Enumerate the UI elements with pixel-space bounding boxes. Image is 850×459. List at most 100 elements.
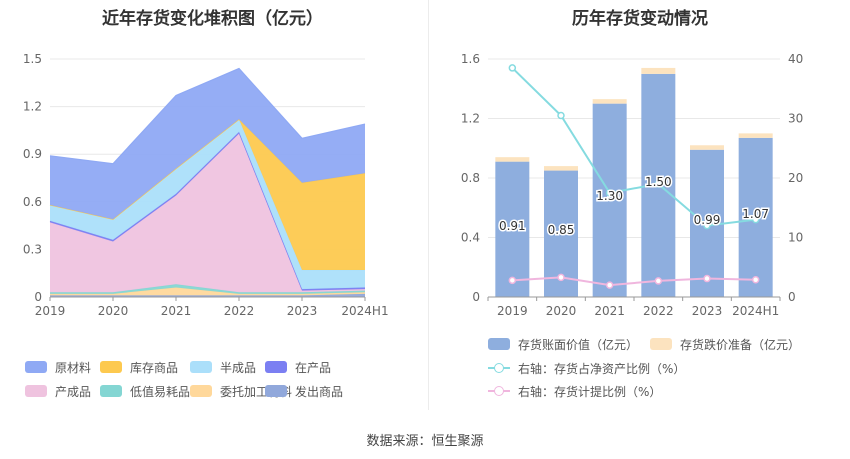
legend-item[interactable]: 原材料 <box>25 359 91 375</box>
legend-label: 原材料 <box>55 360 92 375</box>
area-series-原材料 <box>50 68 365 220</box>
left-chart-title: 近年存货变化堆积图（亿元） <box>102 9 323 29</box>
bar-value-label: 1.30 <box>596 189 623 203</box>
legend-swatch <box>488 362 510 374</box>
x-tick-label: 2020 <box>546 304 577 318</box>
legend-label: 在产品 <box>295 360 332 375</box>
y-tick-label: 1.6 <box>461 52 480 66</box>
y2-tick-label: 30 <box>788 112 803 126</box>
point-provision-ratio <box>605 281 614 289</box>
point-net-asset-ratio <box>703 221 711 230</box>
bar-impairment-reserve <box>641 67 676 74</box>
x-tick-label: 2024H1 <box>732 304 779 318</box>
point-provision-ratio <box>557 273 565 282</box>
y-tick-label: 1.5 <box>23 52 42 66</box>
legend-label: 低值易耗品 <box>130 384 191 399</box>
y-tick-label: 1.2 <box>461 112 480 126</box>
x-tick-label: 2024H1 <box>341 304 388 318</box>
legend-item[interactable]: 发出商品 <box>265 383 343 399</box>
legend-swatch <box>488 385 510 397</box>
legend-label: 库存商品 <box>130 360 179 375</box>
point-net-asset-ratio <box>605 189 614 197</box>
bar-value-label: 0.99 <box>694 213 721 227</box>
y-tick-label: 1.2 <box>23 100 42 114</box>
y-tick-label: 0.8 <box>461 171 480 185</box>
legend-swatch <box>100 361 122 373</box>
legend-swatch <box>650 338 672 350</box>
area-edge-委托加工材料 <box>50 286 366 295</box>
legend-swatch <box>25 361 47 373</box>
panel-divider <box>428 0 429 410</box>
bar-impairment-reserve <box>592 99 627 104</box>
bar-value-label: 0.91 <box>499 219 526 233</box>
stacked-area-chart: 0 0.3 0.6 0.9 1.2 1.5 2019 2020 2021 2022 2023 2024… <box>23 52 389 318</box>
bar-impairment-reserve <box>690 145 724 150</box>
legend-swatch <box>100 385 122 397</box>
y2-tick-label: 10 <box>788 231 803 245</box>
y-tick-label: 0.4 <box>461 231 480 245</box>
area-series-委托加工材料 <box>50 287 365 296</box>
legend-label: 产成品 <box>55 384 92 399</box>
legend-item[interactable]: 在产品 <box>265 359 331 375</box>
legend-item[interactable]: 右轴：存货占净资产比例（%） <box>488 360 685 376</box>
legend-swatch <box>190 361 212 373</box>
point-provision-ratio <box>508 276 517 285</box>
legend-item[interactable]: 库存商品 <box>100 359 178 375</box>
area-series-低值易耗品 <box>50 284 365 294</box>
legend-swatch <box>488 338 510 350</box>
area-series-半成品 <box>50 119 365 290</box>
legend-item[interactable]: 半成品 <box>190 359 256 375</box>
legend-item[interactable]: 存货跌价准备（亿元） <box>650 336 800 352</box>
legend-label: 存货账面价值（亿元） <box>518 337 639 352</box>
bar-impairment-reserve <box>544 166 578 171</box>
legend-label: 存货跌价准备（亿元） <box>680 337 801 352</box>
y2-tick-label: 0 <box>788 290 796 304</box>
legend-label: 半成品 <box>220 360 257 375</box>
legend-swatch <box>25 385 47 397</box>
bar-impairment-reserve <box>738 133 773 138</box>
y2-tick-label: 20 <box>788 171 803 185</box>
bar-value-label: 1.50 <box>645 175 672 189</box>
y-tick-label: 0.3 <box>23 242 42 256</box>
point-provision-ratio <box>751 275 760 284</box>
x-tick-label: 2023 <box>287 304 318 318</box>
y2-tick-label: 40 <box>788 52 803 66</box>
x-tick-label: 2021 <box>594 304 625 318</box>
point-net-asset-ratio <box>557 111 565 120</box>
x-tick-label: 2022 <box>643 304 674 318</box>
x-tick-label: 2020 <box>98 304 129 318</box>
legend-item[interactable]: 右轴：存货计提比例（%） <box>488 383 661 399</box>
legend-label: 右轴：存货占净资产比例（%） <box>518 361 686 376</box>
legend-swatch <box>265 385 287 397</box>
point-provision-ratio <box>654 277 663 285</box>
y-tick-label: 0.9 <box>23 147 42 161</box>
bar-value-label: 1.07 <box>742 207 769 221</box>
bar-value-label: 0.85 <box>548 223 575 237</box>
point-net-asset-ratio <box>508 64 517 72</box>
y-tick-label: 0 <box>472 290 480 304</box>
area-series-库存商品 <box>50 119 365 271</box>
right-chart-title: 历年存货变动情况 <box>572 9 708 29</box>
line-provision-ratio <box>512 276 756 287</box>
inventory-bar-line-chart: 0 0.4 0.8 1.2 1.6 0 10 20 30 40 0.91 0.85 1.30 1.50 0.… <box>461 52 803 318</box>
bar-book-value <box>495 161 530 297</box>
x-tick-label: 2021 <box>161 304 192 318</box>
legend-item[interactable]: 存货账面价值（亿元） <box>488 336 638 352</box>
bar-book-value <box>592 103 627 297</box>
x-tick-label: 2022 <box>224 304 255 318</box>
point-net-asset-ratio <box>751 215 760 224</box>
legend-item[interactable]: 低值易耗品 <box>100 383 190 399</box>
x-tick-label: 2019 <box>35 304 66 318</box>
legend-label: 发出商品 <box>295 384 344 399</box>
bar-impairment-reserve <box>495 157 530 162</box>
area-edge-原材料 <box>49 67 366 165</box>
data-source-note: 数据来源：恒生聚源 <box>366 434 484 449</box>
x-tick-label: 2019 <box>497 304 528 318</box>
y-tick-label: 0.6 <box>23 195 42 209</box>
legend-label: 右轴：存货计提比例（%） <box>518 384 662 399</box>
legend-item[interactable]: 产成品 <box>25 383 91 399</box>
point-provision-ratio <box>703 274 711 283</box>
line-net-asset-ratio <box>511 67 756 227</box>
legend-swatch <box>265 361 287 373</box>
y-tick-label: 0 <box>34 290 42 304</box>
